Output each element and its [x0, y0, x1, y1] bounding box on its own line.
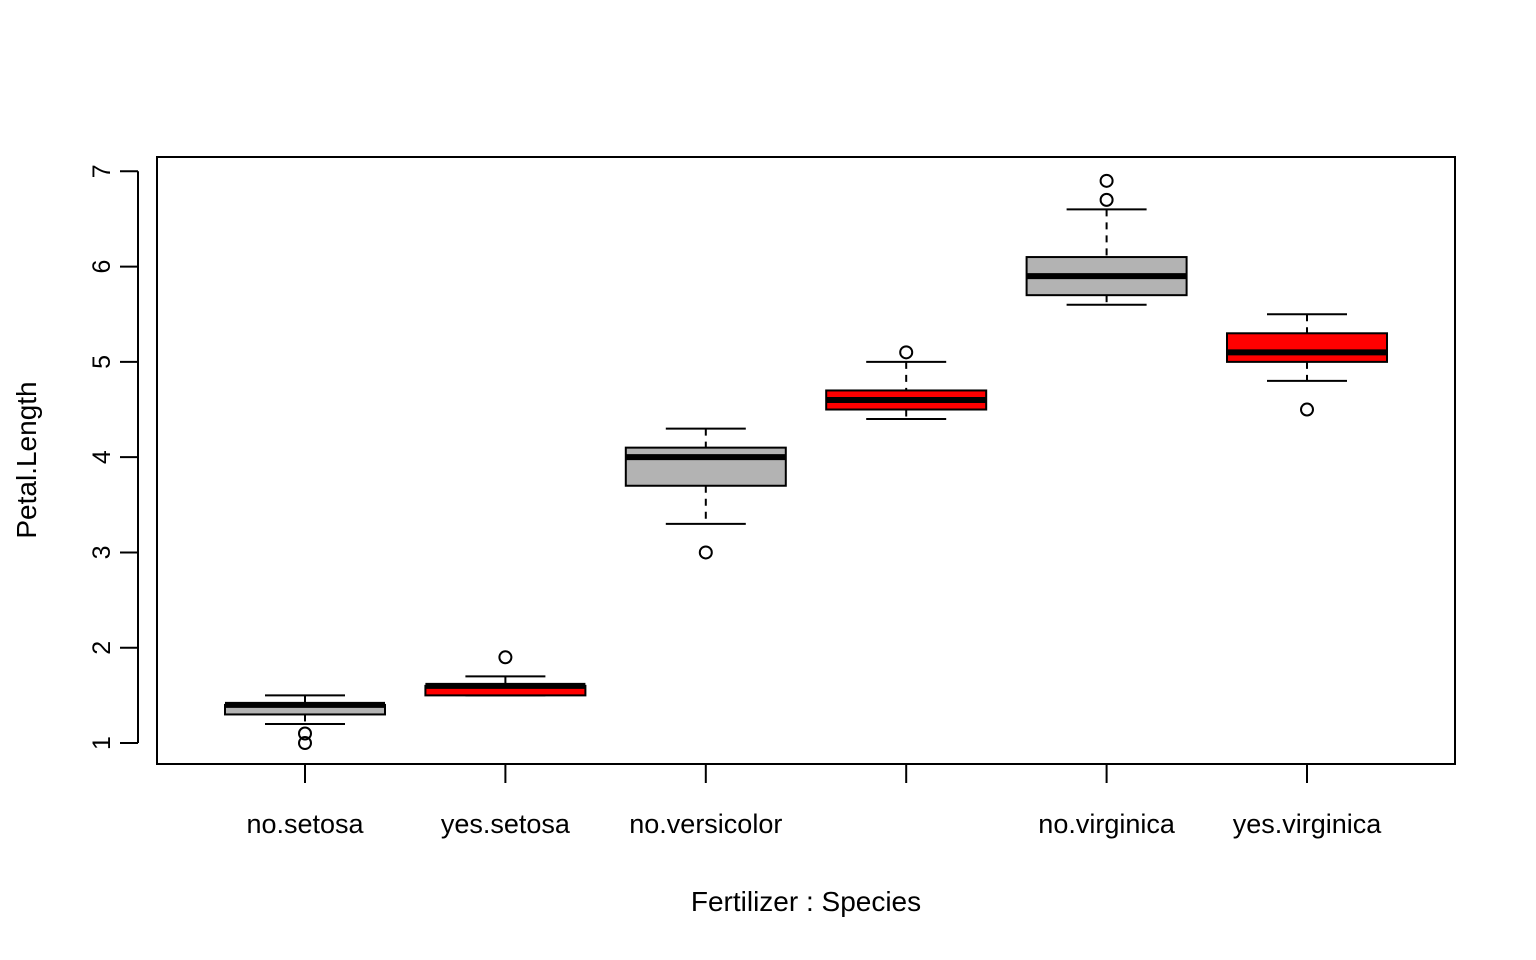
y-tick-label: 4: [88, 450, 116, 464]
outlier-point: [1099, 192, 1114, 207]
y-tick-label: 2: [88, 641, 116, 655]
x-tick-label: yes.setosa: [441, 809, 571, 839]
box-group: [424, 650, 587, 697]
plot-frame: [156, 156, 1456, 765]
y-tick-label: 7: [88, 164, 116, 178]
box-group: [224, 694, 386, 751]
x-axis-title: Fertilizer : Species: [691, 886, 921, 917]
y-axis: 1 2 3 4 5 6 7: [88, 164, 139, 750]
box-iqr: [1226, 332, 1388, 363]
outlier-point: [298, 726, 312, 741]
box-group: [1226, 313, 1388, 417]
box-iqr: [624, 446, 787, 487]
x-tick-label: no.setosa: [246, 809, 364, 839]
box-group: [1025, 173, 1188, 306]
y-tick-label: 5: [88, 355, 116, 369]
x-tick-label: yes.virginica: [1233, 809, 1383, 839]
x-axis: no.setosa yes.setosa no.versicolor no.virgi…: [246, 763, 1383, 839]
box-group: [825, 345, 988, 421]
outlier-point: [698, 545, 713, 560]
x-tick-label: no.versicolor: [629, 809, 782, 839]
outlier-point: [899, 345, 914, 360]
box-group: [624, 427, 787, 560]
outlier-point: [1099, 173, 1114, 188]
outlier-point: [1300, 402, 1314, 417]
x-tick-label: no.virginica: [1038, 809, 1176, 839]
y-tick-label: 6: [88, 260, 116, 274]
y-tick-label: 1: [88, 736, 116, 750]
y-axis-title: Petal.Length: [11, 381, 42, 538]
outlier-point: [498, 650, 513, 665]
y-tick-label: 3: [88, 546, 116, 560]
outlier-point: [298, 736, 312, 751]
boxes: [224, 173, 1388, 751]
